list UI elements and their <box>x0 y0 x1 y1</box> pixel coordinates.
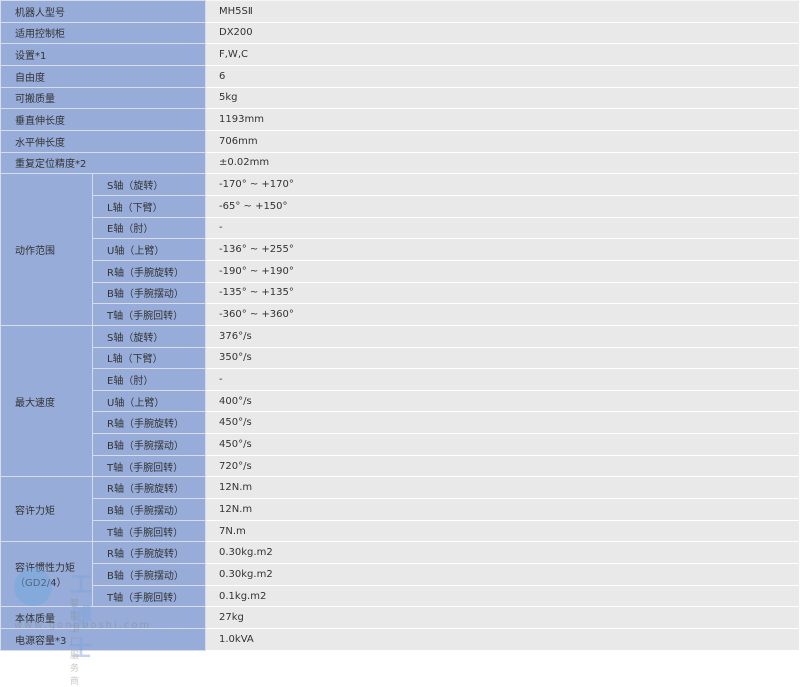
axis-label: E轴（肘） <box>92 368 206 391</box>
axis-label: B轴（手腕摆动） <box>92 498 206 521</box>
table-row: 自由度 6 <box>0 64 800 88</box>
row-value: 400°/s <box>205 389 800 413</box>
row-value: 6 <box>205 64 800 88</box>
table-row: 机器人型号 MH5SⅡ <box>0 0 800 23</box>
table-row: T轴（手腕回转） 7N.m <box>1 519 800 543</box>
table-row: R轴（手腕旋转） -190° ~ +190° <box>1 259 800 283</box>
table-row: 动作范围 S轴（旋转） -170° ~ +170° <box>0 173 800 326</box>
row-value: 376°/s <box>205 324 800 348</box>
row-value: 0.30kg.m2 <box>205 563 800 586</box>
spec-table: 机器人型号 MH5SⅡ 适用控制柜 DX200 设置*1 F,W,C 自由度 6 可搬质量 5kg… <box>0 0 800 651</box>
row-value: MH5SⅡ <box>205 0 800 23</box>
row-value: 1193mm <box>205 108 800 131</box>
row-value: 0.30kg.m2 <box>205 541 800 565</box>
row-label: 水平伸长度 <box>0 129 206 153</box>
axis-label: B轴（手腕摆动） <box>92 433 206 456</box>
row-label: 设置*1 <box>0 43 206 66</box>
row-value: -136° ~ +255° <box>205 238 800 261</box>
row-value: - <box>205 368 800 391</box>
row-value: F,W,C <box>205 43 800 66</box>
table-row: B轴（手腕摆动） 450°/s <box>1 433 800 456</box>
group-label: 动作范围 <box>0 173 93 326</box>
row-value: -135° ~ +135° <box>205 281 800 305</box>
row-value: -170° ~ +170° <box>205 173 800 196</box>
table-row: 容许惯性力矩（GD2/4） R轴（手腕旋转） 0.30kg.m2 <box>0 541 800 608</box>
table-row: T轴（手腕回转） 720°/s <box>1 454 800 478</box>
row-label: 可搬质量 <box>0 86 206 110</box>
table-row: 可搬质量 5kg <box>0 86 800 110</box>
row-value: -65° ~ +150° <box>205 194 800 218</box>
group-label: 容许惯性力矩（GD2/4） <box>0 541 93 608</box>
axis-label: L轴（下臂） <box>92 194 206 218</box>
row-label: 垂直伸长度 <box>0 108 206 131</box>
axis-label: T轴（手腕回转） <box>92 303 206 326</box>
axis-label: B轴（手腕摆动） <box>92 563 206 586</box>
table-row: L轴（下臂） 350°/s <box>1 346 800 370</box>
axis-label: T轴（手腕回转） <box>92 584 206 608</box>
axis-label: R轴（手腕旋转） <box>92 476 206 500</box>
axis-label: R轴（手腕旋转） <box>92 541 206 565</box>
row-value: 12N.m <box>205 498 800 521</box>
row-value: 350°/s <box>205 346 800 370</box>
row-value: -360° ~ +360° <box>205 303 800 326</box>
table-row: E轴（肘） - <box>1 368 800 391</box>
row-value: 5kg <box>205 86 800 110</box>
row-label: 本体质量 <box>0 606 206 630</box>
table-row: T轴（手腕回转） 0.1kg.m2 <box>1 584 800 608</box>
table-row: L轴（下臂） -65° ~ +150° <box>1 194 800 218</box>
table-row: 重复定位精度*2 ±0.02mm <box>0 151 800 175</box>
table-row: B轴（手腕摆动） 12N.m <box>1 498 800 521</box>
table-row: T轴（手腕回转） -360° ~ +360° <box>1 303 800 326</box>
table-row: 最大速度 S轴（旋转） 376°/s <box>0 324 800 478</box>
row-label: 电源容量*3 <box>0 628 206 651</box>
group-label: 最大速度 <box>0 324 93 478</box>
row-label: 机器人型号 <box>0 0 206 23</box>
axis-label: U轴（上臂） <box>92 238 206 261</box>
axis-label: U轴（上臂） <box>92 389 206 413</box>
row-value: 12N.m <box>205 476 800 500</box>
table-row: U轴（上臂） 400°/s <box>1 389 800 413</box>
row-value: 720°/s <box>205 454 800 478</box>
table-row: R轴（手腕旋转） 450°/s <box>1 411 800 435</box>
row-value: -190° ~ +190° <box>205 259 800 283</box>
table-row: 垂直伸长度 1193mm <box>0 108 800 131</box>
row-label: 适用控制柜 <box>0 21 206 45</box>
axis-label: S轴（旋转） <box>92 173 206 196</box>
row-value: 1.0kVA <box>205 628 800 651</box>
table-row: 适用控制柜 DX200 <box>0 21 800 45</box>
table-row: 容许力矩 R轴（手腕旋转） 12N.m <box>0 476 800 543</box>
table-row: U轴（上臂） -136° ~ +255° <box>1 238 800 261</box>
table-row: 设置*1 F,W,C <box>0 43 800 66</box>
row-value: - <box>205 216 800 240</box>
row-value: 27kg <box>205 606 800 630</box>
row-value: 450°/s <box>205 433 800 456</box>
axis-label: E轴（肘） <box>92 216 206 240</box>
axis-label: T轴（手腕回转） <box>92 454 206 478</box>
axis-label: R轴（手腕旋转） <box>92 411 206 435</box>
row-value: DX200 <box>205 21 800 45</box>
table-row: 电源容量*3 1.0kVA <box>0 628 800 651</box>
axis-label: S轴（旋转） <box>92 324 206 348</box>
row-value: ±0.02mm <box>205 151 800 175</box>
axis-label: T轴（手腕回转） <box>92 519 206 543</box>
axis-label: B轴（手腕摆动） <box>92 281 206 305</box>
row-value: 450°/s <box>205 411 800 435</box>
table-row: 本体质量 27kg <box>0 606 800 630</box>
table-row: B轴（手腕摆动） 0.30kg.m2 <box>1 563 800 586</box>
group-label: 容许力矩 <box>0 476 93 543</box>
row-label: 自由度 <box>0 64 206 88</box>
row-value: 7N.m <box>205 519 800 543</box>
table-row: 水平伸长度 706mm <box>0 129 800 153</box>
table-row: B轴（手腕摆动） -135° ~ +135° <box>1 281 800 305</box>
row-value: 706mm <box>205 129 800 153</box>
row-label: 重复定位精度*2 <box>0 151 206 175</box>
axis-label: L轴（下臂） <box>92 346 206 370</box>
table-row: E轴（肘） - <box>1 216 800 240</box>
row-value: 0.1kg.m2 <box>205 584 800 608</box>
axis-label: R轴（手腕旋转） <box>92 259 206 283</box>
